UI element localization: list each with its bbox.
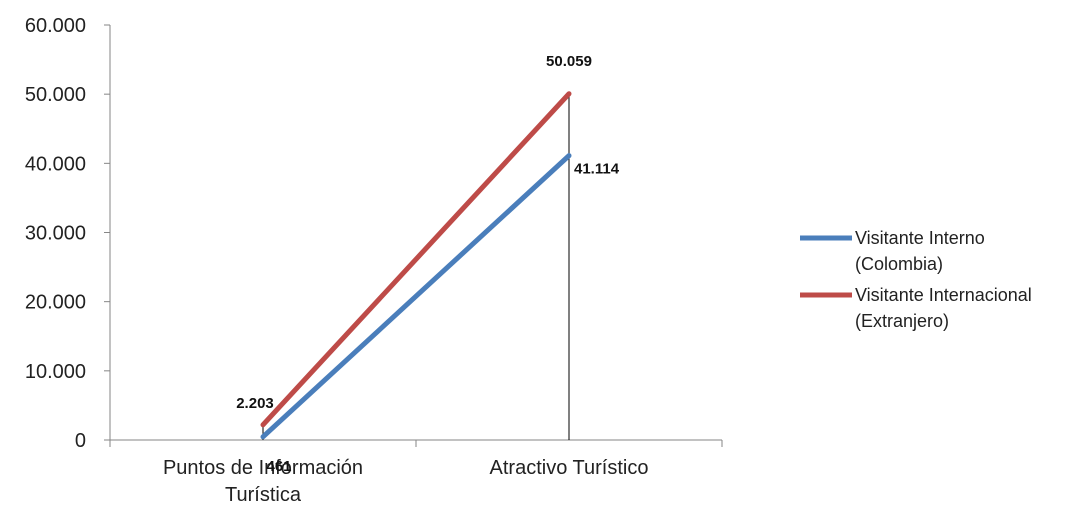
x-category-label-line: Puntos de Información [163,457,363,479]
series-line-0 [260,153,572,440]
x-category-label: Puntos de Información Turística [163,457,363,506]
legend-label: Visitante Internacional (Extranjero) [855,285,1032,331]
y-tick-label: 60.000 [25,15,86,37]
legend-label: Visitante Interno (Colombia) [855,228,985,274]
x-axis: Puntos de Información Turística Atractivo … [109,439,723,506]
data-label: 41.114 [574,161,620,178]
legend: Visitante Interno (Colombia)Visitante Int… [800,228,1032,331]
x-category-label-line: Turística [225,484,302,506]
y-tick-label: 20.000 [25,292,86,314]
y-tick-label: 10.000 [25,361,86,383]
x-category-label: Atractivo Turístico [490,457,649,479]
series-line-1 [260,91,572,428]
series-lines [260,91,572,440]
legend-label-line: (Extranjero) [855,311,949,331]
data-label: 461 [266,458,291,475]
data-label: 50.059 [546,53,592,70]
data-labels: 461 41.114 2.203 50.059 [236,53,619,475]
y-tick-label: 50.000 [25,84,86,106]
legend-label-line: Visitante Internacional [855,285,1032,305]
x-category-label-line: Atractivo Turístico [490,457,649,479]
data-label: 2.203 [236,395,274,412]
y-tick-label: 30.000 [25,223,86,245]
y-axis: 0 10.000 20.000 30.000 40.000 50.000 60.000 [25,15,111,452]
y-tick-label: 0 [75,430,86,452]
y-tick-label: 40.000 [25,153,86,175]
legend-label-line: Visitante Interno [855,228,985,248]
legend-label-line: (Colombia) [855,254,943,274]
